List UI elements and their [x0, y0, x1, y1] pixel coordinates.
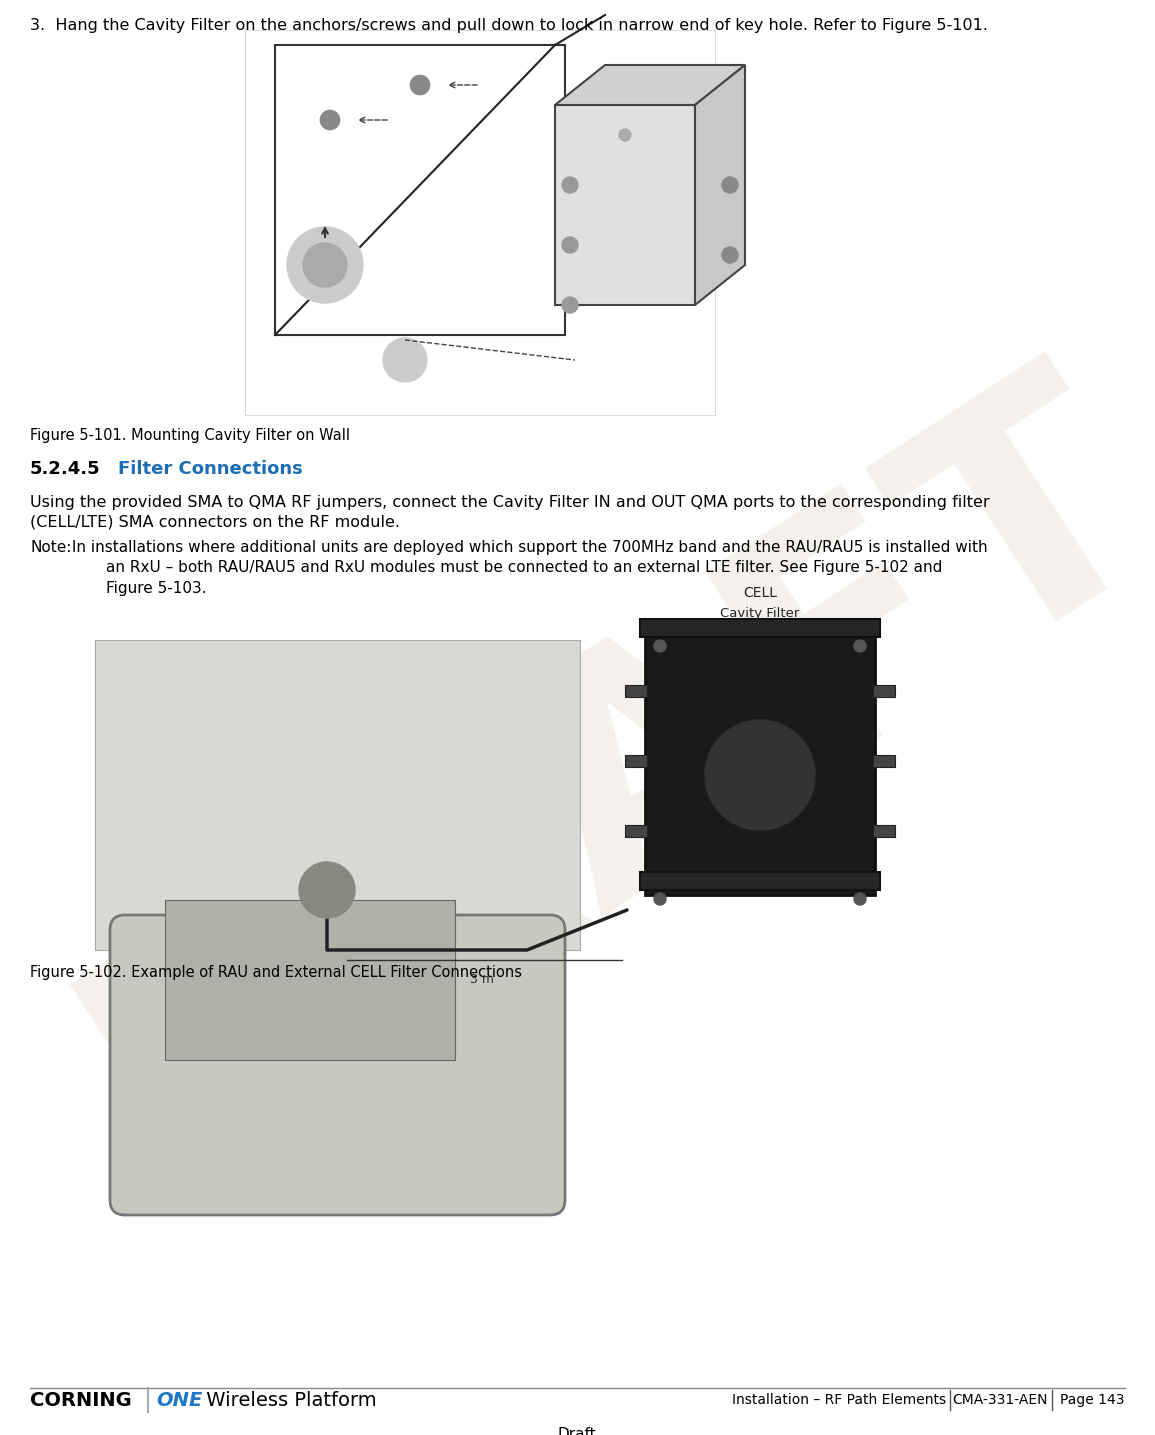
- Circle shape: [654, 640, 666, 651]
- Bar: [644, 626, 875, 895]
- Polygon shape: [695, 65, 745, 306]
- Bar: [625, 755, 647, 766]
- Polygon shape: [556, 65, 745, 105]
- Bar: [556, 105, 695, 306]
- Bar: [625, 684, 647, 697]
- Circle shape: [562, 237, 578, 253]
- Circle shape: [410, 75, 430, 95]
- Circle shape: [619, 129, 631, 141]
- Text: CELL: CELL: [743, 585, 777, 600]
- Bar: [165, 900, 455, 1060]
- Text: Draft: Draft: [558, 1426, 596, 1435]
- Bar: [640, 618, 880, 637]
- Text: In installations where additional units are deployed which support the 700MHz ba: In installations where additional units …: [67, 540, 988, 596]
- Text: Filter Connections: Filter Connections: [118, 461, 303, 478]
- Text: Wireless Platform: Wireless Platform: [200, 1391, 377, 1409]
- Bar: [95, 640, 580, 950]
- Text: Page 143: Page 143: [1060, 1393, 1125, 1406]
- Circle shape: [854, 893, 866, 905]
- FancyBboxPatch shape: [110, 916, 565, 1215]
- Bar: [245, 30, 715, 415]
- Circle shape: [854, 640, 866, 651]
- Circle shape: [320, 110, 340, 131]
- Bar: [873, 684, 895, 697]
- Circle shape: [383, 339, 427, 382]
- Text: 3 m: 3 m: [470, 973, 494, 986]
- Circle shape: [562, 297, 578, 313]
- Circle shape: [286, 227, 363, 303]
- Circle shape: [562, 177, 578, 192]
- Circle shape: [303, 243, 346, 287]
- Circle shape: [299, 862, 355, 918]
- Text: CMA-331-AEN: CMA-331-AEN: [953, 1393, 1048, 1406]
- Text: Installation – RF Path Elements: Installation – RF Path Elements: [732, 1393, 946, 1406]
- Text: Note:: Note:: [30, 540, 72, 555]
- Text: Figure 5-102. Example of RAU and External CELL Filter Connections: Figure 5-102. Example of RAU and Externa…: [30, 964, 522, 980]
- Text: 5.2.4.5: 5.2.4.5: [30, 461, 100, 478]
- Text: DRAFT: DRAFT: [35, 326, 1155, 1236]
- Text: Cavity Filter: Cavity Filter: [721, 607, 799, 620]
- Text: 3.  Hang the Cavity Filter on the anchors/screws and pull down to lock in narrow: 3. Hang the Cavity Filter on the anchors…: [30, 19, 988, 33]
- Circle shape: [654, 893, 666, 905]
- Bar: [275, 44, 565, 334]
- Circle shape: [705, 720, 815, 829]
- Bar: [873, 825, 895, 837]
- Bar: [873, 755, 895, 766]
- Bar: [625, 825, 647, 837]
- Circle shape: [722, 177, 738, 192]
- Text: Figure 5-101. Mounting Cavity Filter on Wall: Figure 5-101. Mounting Cavity Filter on …: [30, 428, 350, 443]
- Text: Using the provided SMA to QMA RF jumpers, connect the Cavity Filter IN and OUT Q: Using the provided SMA to QMA RF jumpers…: [30, 495, 990, 530]
- Text: ONE: ONE: [156, 1391, 202, 1409]
- Circle shape: [722, 247, 738, 263]
- Bar: [640, 872, 880, 890]
- Text: ™: ™: [192, 1395, 202, 1405]
- Text: CORNING: CORNING: [30, 1391, 132, 1409]
